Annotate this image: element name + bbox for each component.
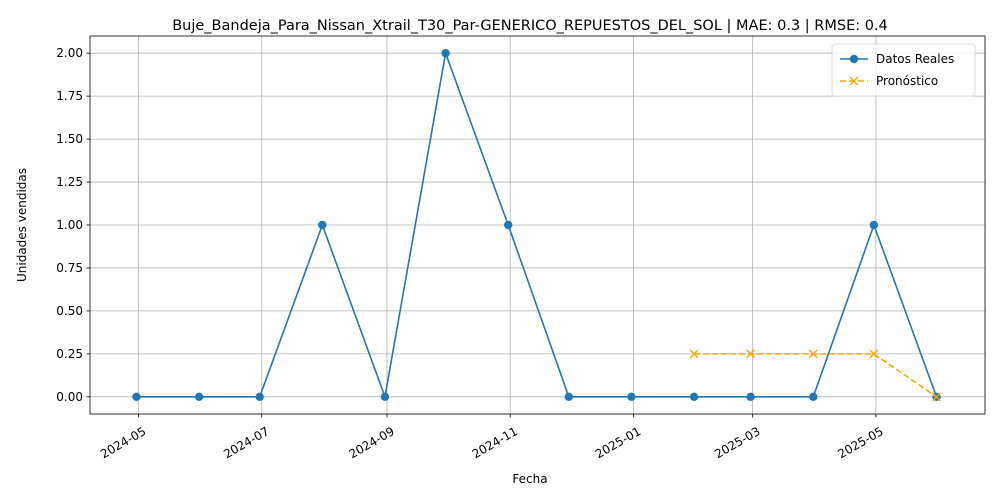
data-point <box>380 392 390 402</box>
marker-stroke <box>746 349 756 359</box>
data-point <box>689 349 699 359</box>
y-tick-label: 1.25 <box>56 175 83 189</box>
y-tick-label: 1.75 <box>56 89 83 103</box>
data-point <box>504 220 513 230</box>
data-point <box>746 392 755 402</box>
y-tick-label: 0.75 <box>56 261 83 275</box>
legend-marker <box>849 76 859 86</box>
data-point <box>194 392 204 402</box>
legend-label: Datos Reales <box>876 52 954 66</box>
y-tick-label: 0.00 <box>56 390 83 404</box>
legend-marker <box>849 54 859 64</box>
data-point <box>869 349 879 359</box>
data-point <box>318 220 327 230</box>
legend-box <box>831 43 976 97</box>
data-point <box>132 392 141 402</box>
data-point <box>441 48 450 58</box>
marker-stroke <box>932 392 942 402</box>
data-point <box>808 349 818 359</box>
chart-title: Buje_Bandeja_Para_Nissan_Xtrail_T30_Par-… <box>172 18 888 34</box>
grid <box>90 36 985 414</box>
marker-stroke <box>689 349 699 359</box>
legend: Datos Reales Pronóstico <box>831 43 976 97</box>
y-tick-label: 2.00 <box>56 46 83 60</box>
y-tick-label: 0.50 <box>56 304 83 318</box>
legend-label: Pronóstico <box>876 74 938 88</box>
y-tick-label: 1.00 <box>56 218 83 232</box>
data-point <box>689 392 699 402</box>
data-point <box>627 392 636 402</box>
y-tick-label: 1.50 <box>56 132 83 146</box>
y-axis-label: Unidades vendidas <box>15 168 29 282</box>
y-axis-ticks: 0.00 0.25 0.50 0.75 1.00 1.25 1.50 1.75 2.00 <box>56 46 90 404</box>
marker-stroke <box>808 349 818 359</box>
series-line-0 <box>136 52 938 398</box>
data-point <box>746 349 756 359</box>
marker-stroke <box>869 349 879 359</box>
data-point <box>255 392 264 402</box>
marker-stroke <box>849 76 859 86</box>
data-point <box>932 392 942 402</box>
data-point <box>869 220 879 230</box>
series-layer <box>132 48 942 402</box>
data-point <box>564 392 574 402</box>
x-axis-label: Fecha <box>512 472 547 486</box>
y-tick-label: 0.25 <box>56 347 83 361</box>
data-point <box>809 392 818 402</box>
